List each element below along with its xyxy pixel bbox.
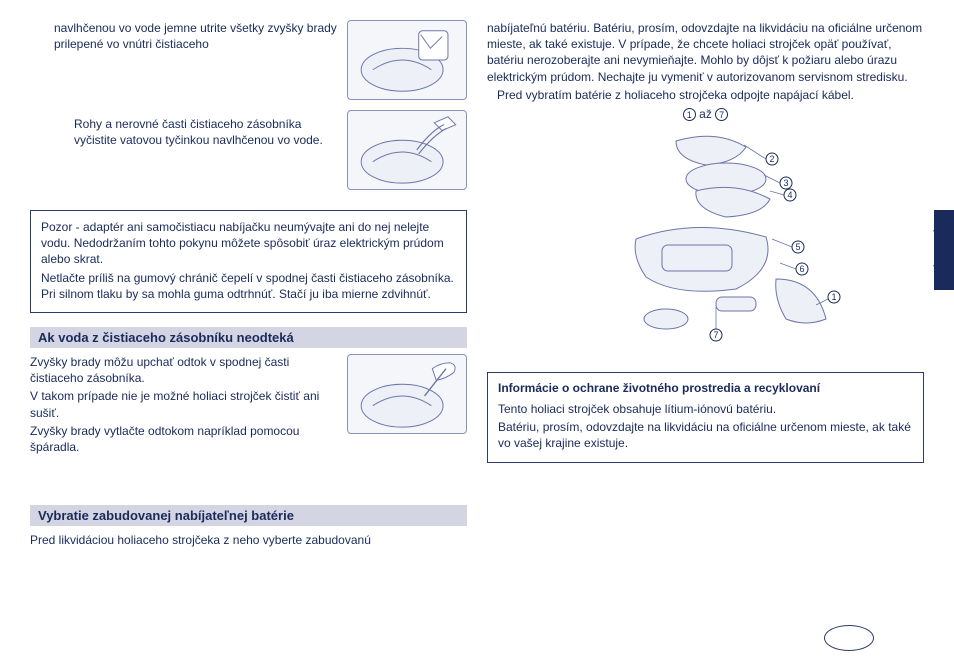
page: navlhčenou vo vode jemne utrite všetky z…	[30, 20, 924, 651]
callout-2: 2	[769, 154, 774, 164]
paragraph: nabíjateľnú batériu. Batériu, prosím, od…	[487, 20, 924, 85]
callout-4: 4	[787, 190, 792, 200]
exploded-diagram: 2 3 4 5 6 1 7	[566, 129, 846, 352]
left-column: navlhčenou vo vode jemne utrite všetky z…	[30, 20, 467, 651]
section-body: Zvyšky brady môžu upchať odtok v spodnej…	[30, 354, 467, 457]
warning-box: Pozor - adaptér ani samočistiacu nabíjač…	[30, 210, 467, 313]
callout-6: 6	[799, 264, 804, 274]
section-heading-battery: Vybratie zabudovanej nabíjateľnej batéri…	[30, 505, 467, 526]
paragraph: Pred vybratím batérie z holiaceho strojč…	[497, 87, 924, 103]
paragraph: Pred likvidáciou holiaceho strojčeka z n…	[30, 532, 467, 548]
right-column: nabíjateľnú batériu. Batériu, prosím, od…	[487, 20, 924, 651]
warning-line: Pozor - adaptér ani samočistiacu nabíjač…	[41, 219, 456, 268]
warning-line: Netlačte príliš na gumový chránič čepelí…	[41, 270, 456, 302]
callout-1: 1	[831, 292, 836, 302]
illustration-drain	[347, 354, 467, 434]
callout-3: 3	[783, 178, 788, 188]
section-heading-drain: Ak voda z čistiaceho zásobníku neodteká	[30, 327, 467, 348]
language-label: Slovensky	[932, 220, 944, 274]
range-word: až	[699, 107, 712, 121]
page-number-oval	[824, 625, 874, 651]
step-range: 1 až 7	[487, 107, 924, 121]
callout-7: 7	[713, 330, 718, 340]
callout-5: 5	[795, 242, 800, 252]
illustration-wipe-1	[347, 20, 467, 100]
paragraph: Tento holiaci strojček obsahuje lítium-i…	[498, 401, 913, 417]
circled-number: 7	[715, 108, 728, 121]
info-title: Informácie o ochrane životného prostredi…	[498, 381, 913, 395]
env-info-box: Informácie o ochrane životného prostredi…	[487, 372, 924, 463]
paragraph: Batériu, prosím, odovzdajte na likvidáci…	[498, 419, 913, 451]
circled-number: 1	[683, 108, 696, 121]
illustration-wipe-2	[347, 110, 467, 190]
intro-block: navlhčenou vo vode jemne utrite všetky z…	[30, 20, 467, 196]
